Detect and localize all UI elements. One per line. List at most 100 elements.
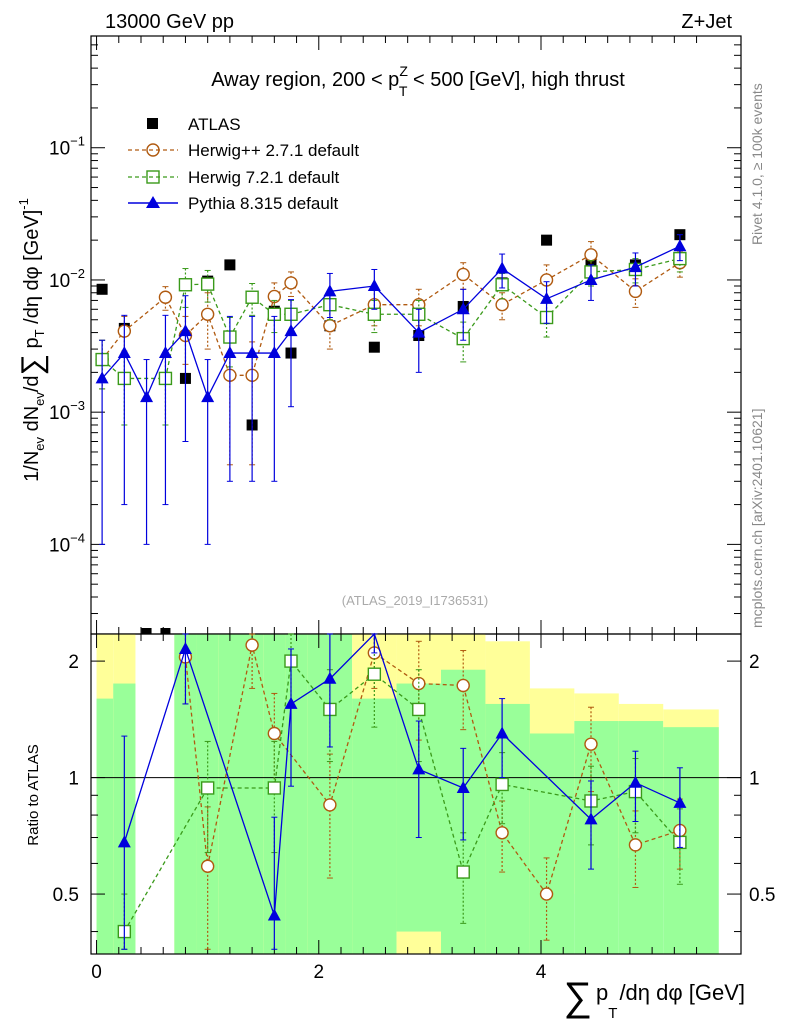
pythia-point <box>323 284 337 297</box>
y-tick-exponent: −3 <box>70 398 85 413</box>
legend-marker-pythia <box>146 196 160 208</box>
pythia-point <box>95 371 109 384</box>
herwig7-point <box>200 277 215 291</box>
ratio-band-green <box>352 698 397 954</box>
y-tick-label: 10−3 <box>49 398 85 424</box>
header-left: 13000 GeV pp <box>105 11 234 33</box>
header-right: Z+Jet <box>681 11 732 33</box>
ratio-line <box>123 659 681 932</box>
atlas-point <box>541 234 553 246</box>
herwigpp-point <box>495 297 509 312</box>
x-axis-label: ∑ pT/dη dφ [GeV] <box>564 975 746 1022</box>
x-tick-label: 2 <box>313 962 324 983</box>
herwigpp-point <box>267 289 282 304</box>
herwigpp-point <box>628 284 643 299</box>
ratio-herwig7-point <box>412 702 426 717</box>
series-line <box>101 254 681 376</box>
pythia-point <box>584 272 598 285</box>
ratio-tick-label-right: 1 <box>749 769 760 790</box>
ratio-band-green <box>241 634 264 954</box>
ratio-tick-label: 2 <box>68 652 79 673</box>
ratio-herwig7-point <box>200 781 215 795</box>
pythia-point <box>117 346 131 359</box>
ratio-herwigpp-point <box>584 737 598 751</box>
rivet-label: Rivet 4.1.0, ≥ 100k events <box>749 83 765 245</box>
ratio-band-green <box>96 698 114 954</box>
ratio-tick-label-right: 2 <box>749 652 760 673</box>
ratio-herwig7-point <box>367 667 382 681</box>
ratio-pythia-point <box>628 775 642 788</box>
atlas-point <box>224 259 236 271</box>
ratio-bands <box>96 634 719 954</box>
series-layer <box>95 229 687 634</box>
ratio-pythia-point <box>178 641 192 654</box>
ratio-herwigpp-point <box>267 726 282 741</box>
ratio-tick-label: 1 <box>68 769 79 790</box>
chart-title: Away region, 200 < pZ T < 500 [GeV], high… <box>211 63 625 99</box>
y-tick-exponent: −2 <box>70 266 85 281</box>
ratio-pythia-point <box>117 835 131 848</box>
ratio-pythia-point <box>412 762 426 775</box>
legend-marker-herwig7 <box>146 170 160 184</box>
x-tick-label: 4 <box>536 962 547 983</box>
ratio-herwigpp-point <box>539 887 554 901</box>
ratio-pythia-point <box>584 812 598 825</box>
atlas-point <box>368 341 380 353</box>
atlas-offscale-marker <box>160 628 171 634</box>
ratio-pythia-point <box>323 671 337 684</box>
atlas-point <box>96 283 108 295</box>
atlas-offscale-marker <box>141 628 152 634</box>
pythia-point <box>245 346 259 359</box>
ratio-band-green <box>485 703 530 954</box>
herwig7-point <box>178 278 193 292</box>
pythia-point <box>673 239 687 252</box>
analysis-id: (ATLAS_2019_I1736531) <box>342 593 488 608</box>
ratio-y-axis-label: Ratio to ATLAS <box>25 744 42 845</box>
ratio-panel-frame <box>90 633 742 955</box>
ratio-herwigpp-point <box>200 859 215 873</box>
legend-label-pythia: Pythia 8.315 default <box>188 194 339 213</box>
herwigpp-point <box>456 267 470 282</box>
ratio-band-green <box>618 721 664 954</box>
y-tick-exponent: −4 <box>70 530 85 545</box>
ratio-pythia-point <box>673 795 687 808</box>
pythia-point <box>540 291 554 304</box>
ratio-line <box>123 632 681 916</box>
pythia-point <box>267 346 281 359</box>
y-tick-label: 10−4 <box>49 530 85 556</box>
ratio-pythia-point <box>267 908 281 921</box>
y-tick-label: 10−1 <box>49 134 85 160</box>
ratio-pythia-point <box>495 726 509 739</box>
herwig7-point <box>367 307 382 321</box>
y-axis-label: 1/Nev dNev/d∑ pT /dη dφ [GeV]-1 <box>16 198 49 482</box>
legend-label-herwigpp: Herwig++ 2.7.1 default <box>188 141 359 160</box>
ratio-herwigpp-point <box>628 838 643 852</box>
pythia-point <box>140 390 154 403</box>
pythia-point <box>495 261 509 274</box>
series-line <box>101 257 681 380</box>
pythia-point <box>284 324 298 337</box>
ratio-band-green <box>218 634 241 954</box>
ratio-layer <box>117 632 687 950</box>
ratio-herwigpp-point <box>323 798 337 812</box>
herwigpp-point <box>584 248 598 262</box>
herwigpp-point <box>284 276 298 290</box>
ratio-herwig7-point <box>267 781 282 795</box>
legend-marker-herwigpp <box>146 143 160 157</box>
herwig7-point <box>245 290 259 304</box>
y-tick-exponent: −1 <box>70 134 85 149</box>
ratio-herwigpp-point <box>495 826 509 840</box>
mcplots-label: mcplots.cern.ch [arXiv:2401.10621] <box>749 409 765 628</box>
legend-marker-atlas <box>147 118 158 129</box>
legend: ATLAS Herwig++ 2.7.1 default Herwig 7.2.… <box>128 115 359 213</box>
ratio-band-green <box>529 733 575 954</box>
pythia-point <box>223 346 237 359</box>
ratio-tick-label: 0.5 <box>53 885 79 906</box>
ratio-tick-label-right: 0.5 <box>749 885 775 906</box>
axis-ticks: 10−1 10−2 10−3 10−4 0 2 4 2 1 0.5 2 1 0.5 <box>49 36 775 983</box>
ratio-herwig7-point <box>456 865 470 879</box>
ratio-pythia-point <box>284 696 298 709</box>
y-tick-label: 10−2 <box>49 266 85 292</box>
ratio-band-green <box>574 721 619 954</box>
